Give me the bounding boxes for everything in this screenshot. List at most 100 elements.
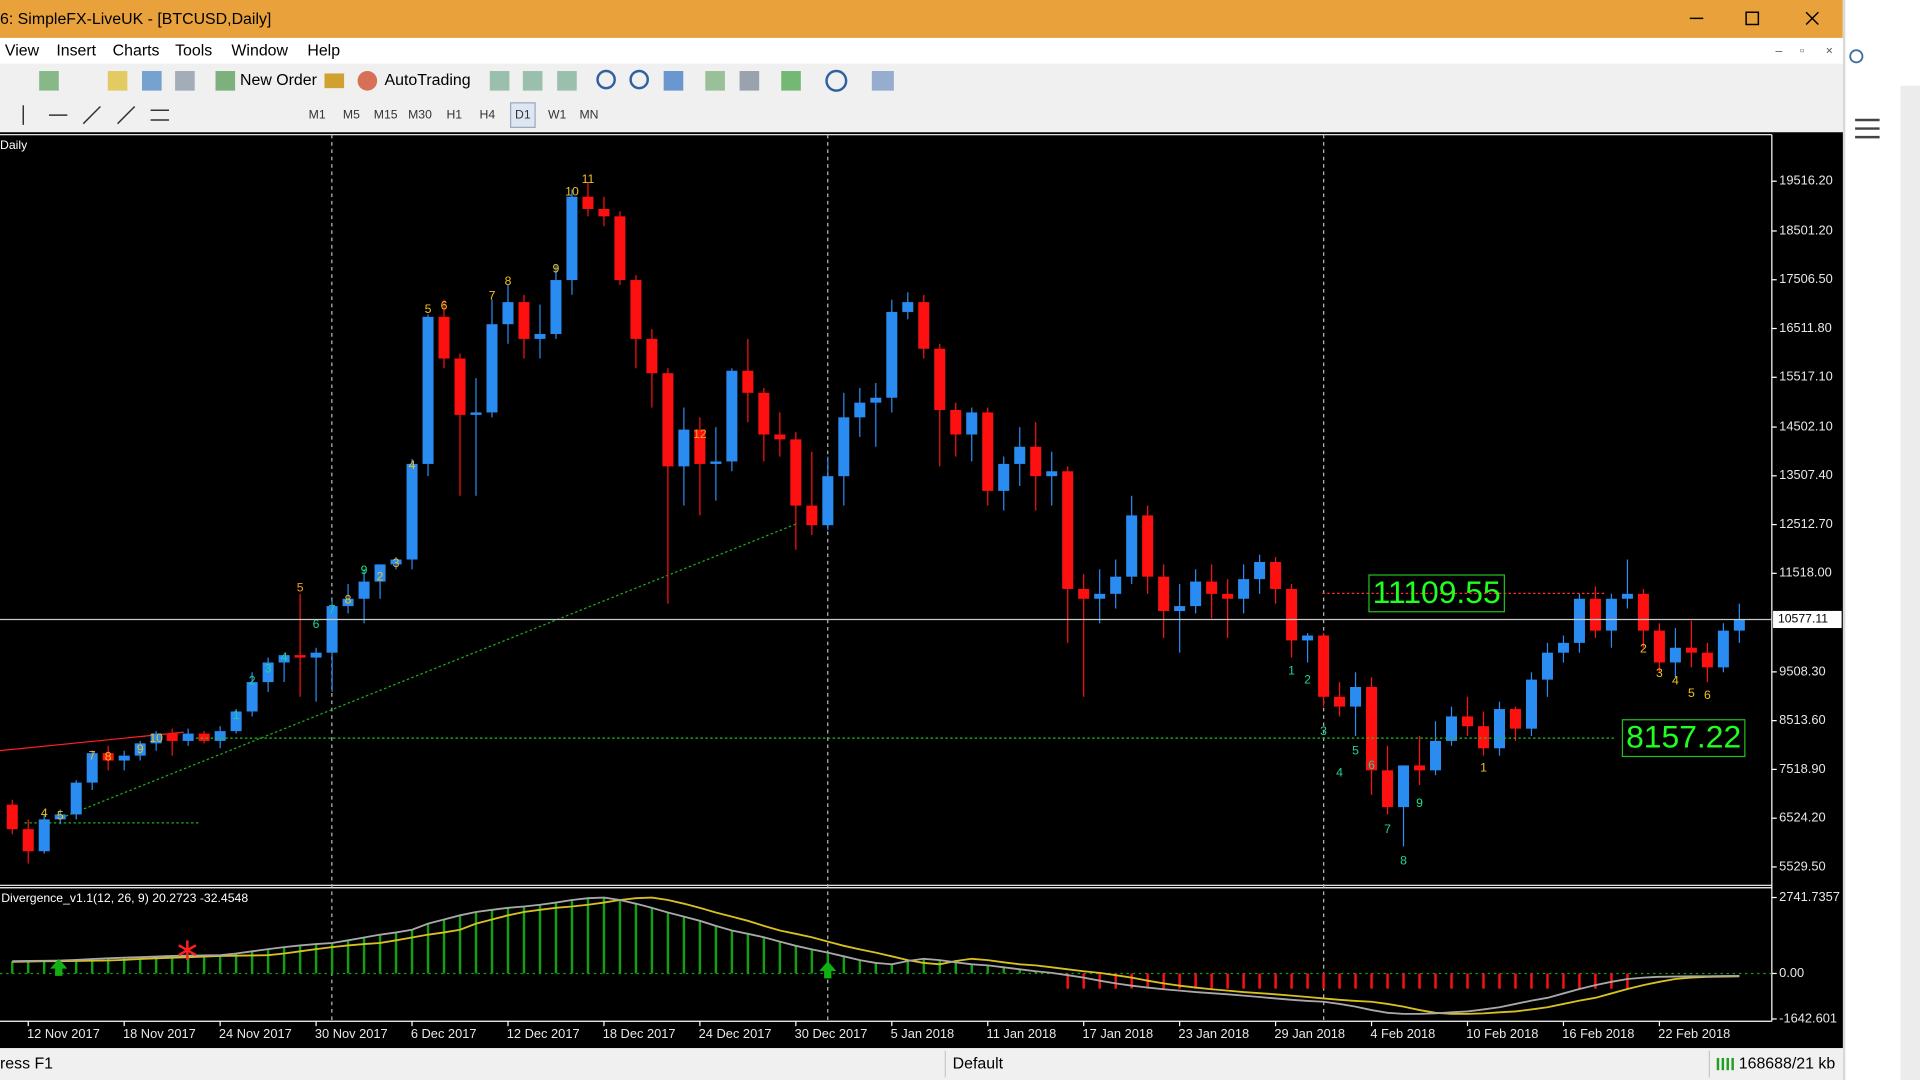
candle-body xyxy=(582,196,594,209)
y-tick-label: 7518.90 xyxy=(1779,761,1825,776)
menu-item[interactable]: Window xyxy=(231,43,288,60)
x-tick-label: 24 Dec 2017 xyxy=(699,1026,772,1041)
menu-item[interactable]: Tools xyxy=(175,43,212,60)
toolbar-button[interactable]: AutoTrading xyxy=(384,72,470,89)
setup-count: 9 xyxy=(137,742,144,756)
x-tick-label: 11 Jan 2018 xyxy=(987,1026,1057,1041)
setup-count: 8 xyxy=(345,593,352,607)
candle-body xyxy=(998,463,1010,491)
x-tick-label: 17 Jan 2018 xyxy=(1082,1026,1153,1041)
status-traffic: 168688/21 kb xyxy=(1739,1055,1836,1072)
candle-body xyxy=(1238,579,1250,599)
y-tick-label: 9508.30 xyxy=(1779,663,1825,678)
toolbar-button[interactable]: New Order xyxy=(240,72,318,89)
mdi-controls[interactable]: – ▫ × xyxy=(1776,44,1833,58)
toolbar xyxy=(0,99,1843,133)
timeframe-button[interactable]: M1 xyxy=(309,107,326,121)
setup-count: 9 xyxy=(361,563,368,577)
candle-body xyxy=(1206,581,1218,594)
candle-body xyxy=(902,302,914,312)
x-tick-label: 12 Dec 2017 xyxy=(507,1026,580,1041)
candle-body xyxy=(838,417,850,477)
setup-count: 12 xyxy=(693,427,707,441)
candle-body xyxy=(774,434,786,440)
y-tick-label: 2741.7357 xyxy=(1779,889,1840,904)
candle-body xyxy=(102,753,114,761)
setup-count: 5 xyxy=(1688,686,1695,700)
setup-count: 6 xyxy=(1368,758,1375,772)
x-tick-label: 10 Feb 2018 xyxy=(1466,1026,1538,1041)
active-timeframe xyxy=(510,102,536,128)
candle-body xyxy=(438,316,450,359)
setup-count: 5 xyxy=(425,302,432,316)
toolbar-icons[interactable] xyxy=(39,69,894,92)
setup-count: 8 xyxy=(105,750,112,764)
setup-count: 4 xyxy=(1672,674,1679,688)
setup-count: 5 xyxy=(1352,743,1359,757)
setup-count: 2 xyxy=(1304,672,1311,686)
timeframe-button[interactable]: M5 xyxy=(343,107,360,121)
timeframe-button[interactable]: H1 xyxy=(446,107,462,121)
window-controls[interactable] xyxy=(1689,11,1819,26)
svg-text:▫: ▫ xyxy=(1800,44,1804,58)
candle-body xyxy=(246,682,258,712)
indicator-signals xyxy=(50,940,837,979)
candle-body xyxy=(1637,593,1649,631)
candle-body xyxy=(406,463,418,560)
candle-body xyxy=(758,392,770,435)
timeframe-button[interactable]: MN xyxy=(579,107,598,121)
candle-body xyxy=(534,333,546,339)
timeframe-button[interactable]: M15 xyxy=(374,107,398,121)
menu-item[interactable]: View xyxy=(5,43,40,60)
status-bar xyxy=(0,1048,1843,1080)
menu-icon[interactable] xyxy=(1855,118,1880,139)
timeframe-button[interactable]: M30 xyxy=(408,107,432,121)
setup-count: 7 xyxy=(329,602,336,616)
candle-body xyxy=(886,311,898,398)
timeframe-button[interactable]: H4 xyxy=(480,107,496,121)
search-icon[interactable] xyxy=(1849,49,1864,64)
candle-body xyxy=(982,412,994,491)
timeframe-button[interactable]: W1 xyxy=(548,107,567,121)
candle-body xyxy=(1541,652,1553,680)
candle-body xyxy=(518,302,530,339)
candle-body xyxy=(646,338,658,374)
candle-body xyxy=(598,208,610,217)
candle-body xyxy=(1174,606,1186,611)
drawing-tools[interactable] xyxy=(22,105,169,125)
candle-body xyxy=(1126,515,1138,577)
x-tick-label: 30 Dec 2017 xyxy=(795,1026,868,1041)
candle-body xyxy=(1030,446,1042,477)
candle-body xyxy=(790,439,802,506)
menu-item[interactable]: Insert xyxy=(56,43,96,60)
setup-count: 11 xyxy=(582,172,595,186)
y-tick-label: 13507.40 xyxy=(1779,467,1833,482)
timeframe-button[interactable]: D1 xyxy=(515,107,531,121)
title-bar xyxy=(0,0,1843,38)
menu-item[interactable]: Help xyxy=(307,43,340,60)
svg-text:×: × xyxy=(1826,44,1833,58)
candle-body xyxy=(230,711,242,732)
setup-count: 1 xyxy=(233,708,240,722)
candle-body xyxy=(214,731,226,741)
candle-body xyxy=(566,196,578,281)
candle-body xyxy=(1094,593,1106,599)
candle-body xyxy=(1286,588,1298,641)
setup-count: 5 xyxy=(297,580,304,594)
candle-body xyxy=(726,370,738,462)
candle-body xyxy=(1062,471,1074,589)
candle-body xyxy=(326,606,338,653)
candle-body xyxy=(950,409,962,435)
candle-body xyxy=(470,412,482,415)
setup-count: 6 xyxy=(1704,688,1711,702)
level-box xyxy=(1368,574,1505,613)
y-tick-label: 18501.20 xyxy=(1779,222,1833,237)
y-tick-label: 14502.10 xyxy=(1779,418,1833,433)
candle-body xyxy=(1605,598,1617,631)
level-label: 11109.55 xyxy=(1373,574,1501,610)
menu-item[interactable]: Charts xyxy=(113,43,160,60)
x-tick-label: 24 Nov 2017 xyxy=(219,1026,292,1041)
scrollbar[interactable] xyxy=(1900,85,1920,1080)
indicator-label: Divergence_v1.1(12, 26, 9) 20.2723 -32.4… xyxy=(1,891,248,905)
